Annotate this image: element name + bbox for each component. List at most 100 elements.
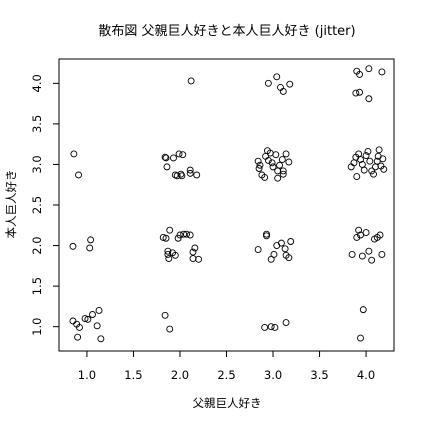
data-point bbox=[360, 166, 368, 174]
data-point bbox=[368, 256, 376, 264]
data-point bbox=[285, 254, 293, 262]
data-point bbox=[285, 158, 293, 166]
x-tick-label: 2.0 bbox=[171, 368, 189, 382]
data-point bbox=[186, 166, 194, 174]
data-point bbox=[186, 169, 194, 177]
data-point bbox=[87, 236, 95, 244]
x-tick-label: 3.0 bbox=[264, 368, 282, 382]
data-point bbox=[267, 323, 275, 331]
data-point bbox=[70, 150, 78, 158]
data-point bbox=[270, 251, 278, 258]
data-point bbox=[359, 306, 367, 314]
data-point bbox=[176, 231, 184, 239]
data-point bbox=[189, 255, 197, 262]
data-point bbox=[183, 230, 190, 238]
data-point bbox=[374, 152, 382, 160]
x-tick-label: 4.0 bbox=[357, 368, 375, 382]
data-point bbox=[97, 335, 105, 343]
data-point bbox=[276, 161, 283, 169]
data-point bbox=[162, 234, 170, 242]
data-point bbox=[365, 247, 373, 255]
data-point bbox=[81, 315, 89, 323]
chart-title: 散布図 父親巨人好きと本人巨人好き (jitter) bbox=[98, 24, 355, 39]
data-points bbox=[69, 65, 388, 343]
data-point bbox=[274, 167, 282, 175]
data-point bbox=[365, 65, 373, 73]
data-point bbox=[355, 226, 363, 234]
data-point bbox=[356, 88, 364, 96]
data-point bbox=[254, 246, 262, 254]
data-point bbox=[162, 154, 170, 162]
data-point bbox=[74, 333, 82, 341]
data-point bbox=[69, 242, 77, 250]
data-point bbox=[380, 165, 388, 173]
data-point bbox=[187, 77, 195, 85]
data-point bbox=[171, 251, 179, 259]
data-point bbox=[163, 163, 171, 171]
data-point bbox=[193, 171, 201, 179]
data-point bbox=[189, 248, 197, 256]
data-point bbox=[279, 170, 287, 178]
data-point bbox=[378, 68, 386, 76]
data-point bbox=[191, 244, 199, 252]
data-point bbox=[282, 319, 290, 327]
data-point bbox=[76, 324, 83, 331]
data-point bbox=[195, 255, 203, 263]
data-point bbox=[164, 251, 172, 258]
data-point bbox=[348, 251, 356, 258]
data-point bbox=[173, 172, 181, 180]
data-point bbox=[89, 311, 96, 318]
data-point bbox=[179, 151, 187, 159]
data-point bbox=[365, 95, 373, 103]
data-point bbox=[279, 167, 287, 175]
data-point bbox=[371, 163, 379, 171]
x-axis: 1.0 1.5 2.0 2.5 3.0 3.5 4.0 bbox=[78, 350, 375, 382]
data-point bbox=[286, 80, 294, 88]
data-point bbox=[277, 239, 285, 247]
y-tick-label: 4.0 bbox=[30, 74, 44, 92]
data-point bbox=[358, 252, 366, 260]
data-point bbox=[364, 148, 372, 155]
data-point bbox=[180, 230, 188, 238]
data-point bbox=[256, 161, 264, 169]
data-point bbox=[166, 325, 174, 333]
data-point bbox=[264, 79, 272, 87]
data-point bbox=[161, 311, 169, 319]
data-point bbox=[269, 163, 277, 171]
data-point bbox=[375, 146, 383, 154]
data-point bbox=[268, 159, 276, 167]
data-point bbox=[281, 245, 289, 253]
x-tick-label: 1.0 bbox=[78, 368, 96, 382]
data-point bbox=[166, 226, 174, 234]
data-point bbox=[186, 231, 194, 239]
plot-frame bbox=[58, 58, 395, 352]
data-point bbox=[75, 171, 82, 179]
data-point bbox=[362, 152, 370, 159]
data-point bbox=[263, 232, 270, 240]
x-axis-title: 父親巨人好き bbox=[193, 396, 262, 410]
data-point bbox=[261, 324, 269, 331]
data-point bbox=[373, 157, 381, 165]
data-point bbox=[353, 173, 361, 181]
data-point bbox=[159, 233, 167, 241]
x-tick-label: 1.5 bbox=[124, 368, 142, 382]
data-point bbox=[278, 156, 286, 164]
data-point bbox=[84, 315, 92, 323]
data-point bbox=[352, 89, 360, 97]
y-tick-label: 2.0 bbox=[30, 236, 44, 254]
data-point bbox=[376, 231, 384, 239]
data-point bbox=[165, 255, 173, 262]
data-point bbox=[273, 73, 281, 81]
data-point bbox=[378, 251, 386, 258]
data-point bbox=[161, 153, 169, 161]
y-tick-label: 1.5 bbox=[30, 277, 44, 295]
data-point bbox=[254, 157, 262, 165]
y-tick-label: 3.0 bbox=[30, 155, 44, 173]
data-point bbox=[69, 317, 77, 325]
data-point bbox=[279, 87, 287, 95]
data-point bbox=[353, 233, 361, 241]
data-point bbox=[357, 334, 364, 342]
data-point bbox=[271, 324, 279, 331]
